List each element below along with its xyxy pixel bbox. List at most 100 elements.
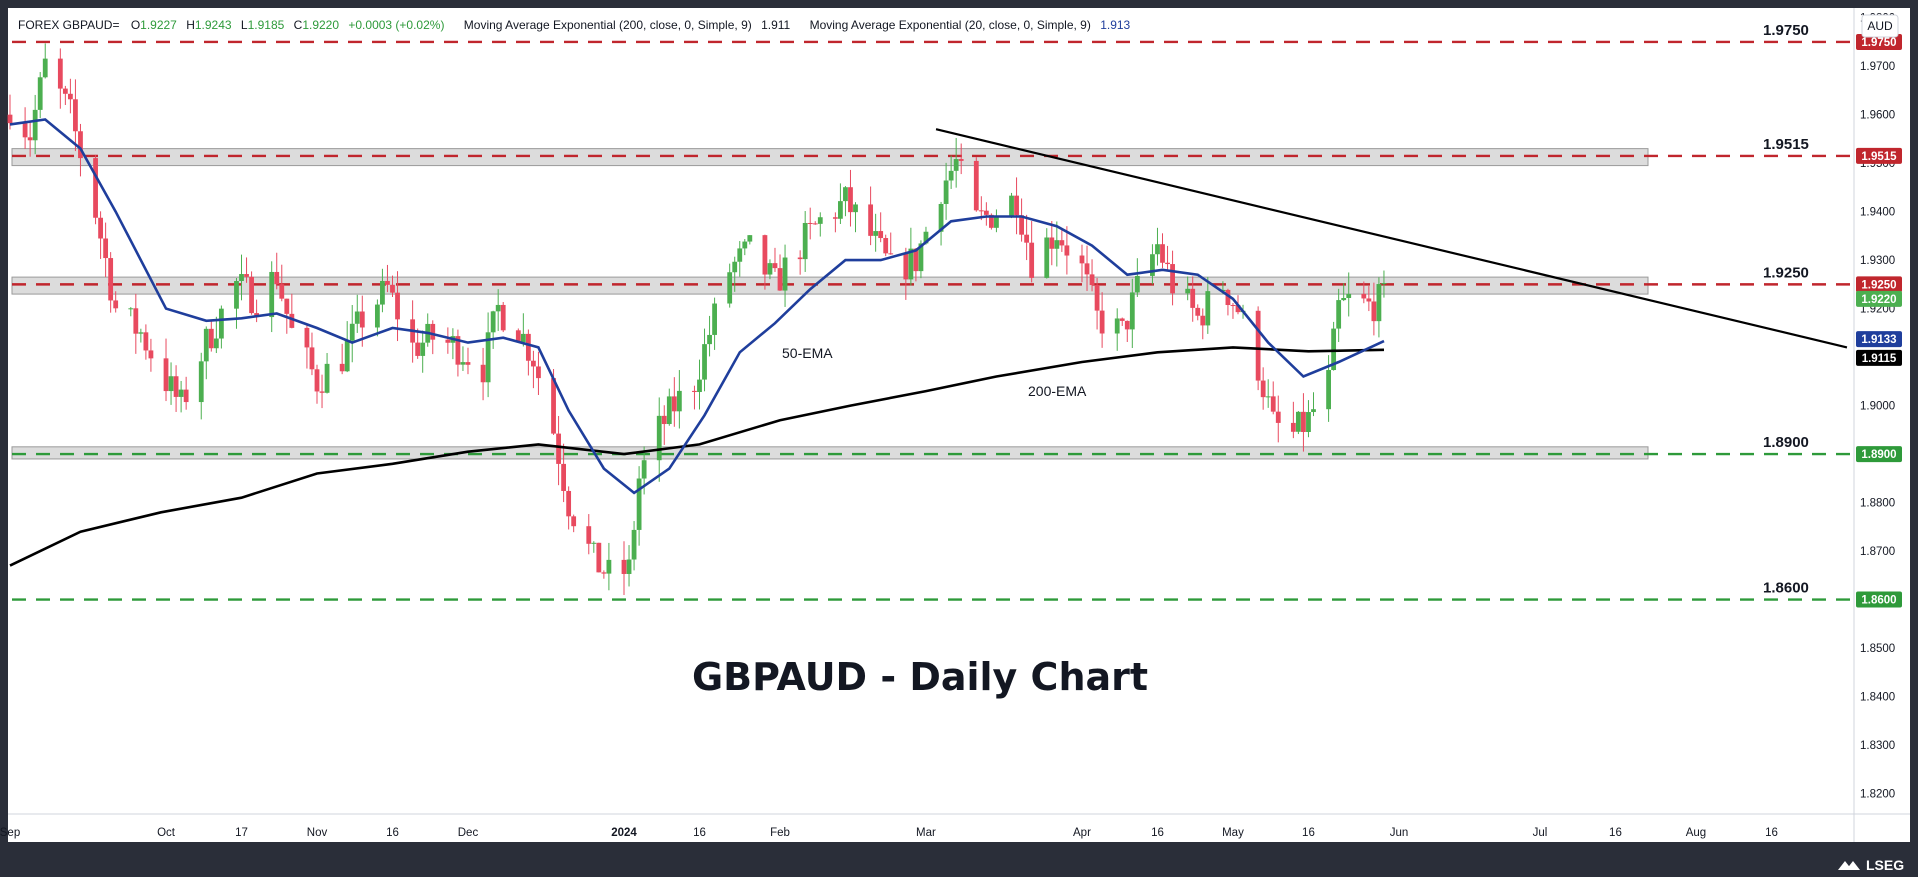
candle-body-95	[676, 390, 682, 412]
candle-body-85	[606, 559, 612, 574]
legend-row[interactable]: FOREX GBPAUD= O1.9227 H1.9243 L1.9185 C1…	[18, 18, 1131, 32]
candle-body-36	[269, 271, 275, 318]
candle-body-54	[390, 284, 395, 293]
candle-body-98	[702, 344, 707, 380]
candle-body-113	[807, 222, 813, 224]
candle-body-57	[415, 342, 421, 356]
candle-body-106	[762, 235, 768, 275]
candle-body-16	[128, 308, 134, 310]
candle-body-81	[586, 526, 592, 544]
candle-body-154	[1094, 285, 1100, 311]
x-tick-May-12: May	[1222, 827, 1244, 839]
candle-body-187	[1331, 328, 1337, 371]
candle-body-94	[671, 396, 677, 412]
candle-body-75	[536, 366, 541, 379]
candle-body-151	[1079, 255, 1085, 264]
candle-body-155	[1099, 310, 1105, 334]
candle-body-38	[279, 284, 285, 299]
candle-body-67	[485, 332, 491, 383]
candle-body-192	[1366, 298, 1372, 302]
candle-body-189	[1341, 298, 1347, 301]
candle-body-37	[274, 271, 280, 285]
price-badge-bg-1	[1856, 331, 1902, 348]
candle-body-84	[601, 572, 607, 574]
price-badges-layer: 1.9750 1.9515 1.9250 1.8900 1.8600 1.9220 1.91…	[1856, 33, 1902, 608]
candle-body-51	[374, 304, 380, 328]
candle-body-143	[1019, 215, 1024, 235]
x-tick-2024-6: 2024	[611, 827, 637, 839]
high-label: H	[186, 18, 195, 32]
candle-body-33	[244, 274, 249, 277]
candle-body-138	[983, 210, 989, 215]
candle-body-89	[636, 478, 642, 530]
candle-body-80	[571, 516, 577, 527]
candle-body-10	[78, 131, 83, 159]
candle-body-162	[1155, 244, 1160, 255]
candle-body-60	[430, 323, 436, 340]
candle-body-24	[178, 389, 184, 397]
x-tick-Nov-3: Nov	[307, 827, 328, 839]
x-tick-Feb-8: Feb	[770, 827, 790, 839]
candle-body-109	[777, 268, 783, 291]
candle-body-153	[1089, 274, 1095, 286]
candle-body-183	[1301, 411, 1306, 432]
time-axis[interactable]: Sep Oct 17 Nov 16 Dec 2024 16 Feb Mar Apr 16 May 16 Ju…	[0, 827, 1778, 839]
candle-body-30	[218, 308, 224, 339]
candle-body-167	[1190, 288, 1196, 308]
candle-body-91	[656, 415, 662, 461]
currency-button[interactable]	[1861, 14, 1899, 38]
candle-body-31	[234, 281, 239, 309]
candle-body-161	[1150, 254, 1155, 276]
candle-body-18	[138, 332, 144, 334]
candle-body-108	[772, 263, 778, 269]
y-tick-1.9000: 1.9000	[1860, 401, 1895, 413]
candle-body-53	[385, 280, 390, 285]
candle-body-110	[782, 257, 788, 291]
level-label-1.9515: 1.9515	[1763, 136, 1809, 153]
candle-body-101	[727, 272, 733, 304]
ema200-legend: Moving Average Exponential (200, close, …	[464, 18, 752, 32]
sr-zone-1	[11, 276, 1649, 295]
candle-body-144	[1024, 234, 1030, 243]
candle-body-165	[1170, 264, 1175, 294]
trendline-layer	[935, 128, 1848, 349]
candle-body-111	[797, 257, 803, 260]
x-tick-Sep-0: Sep	[0, 827, 20, 839]
candle-body-20	[148, 350, 154, 359]
x-tick-17-2: 17	[235, 827, 248, 839]
candle-body-21	[163, 358, 169, 392]
candle-body-152	[1084, 263, 1090, 275]
plot-background	[8, 8, 1910, 842]
candle-body-11	[93, 158, 98, 218]
x-tick-16-18: 16	[1765, 827, 1778, 839]
badge-bg-1.9250	[1856, 276, 1902, 293]
candle-body-70	[500, 304, 506, 331]
candles-layer	[7, 43, 1387, 595]
candle-body-126	[903, 253, 909, 280]
badge-text-1.9250: 1.9250	[1861, 279, 1896, 291]
candle-body-41	[304, 327, 310, 348]
candle-body-3	[32, 109, 38, 141]
currency-label: AUD	[1867, 19, 1893, 33]
candle-body-158	[1124, 320, 1130, 330]
candle-body-135	[958, 159, 964, 161]
x-tick-16-13: 16	[1302, 827, 1315, 839]
candle-body-1	[22, 123, 28, 138]
candle-body-76	[551, 378, 556, 434]
level-label-1.8900: 1.8900	[1763, 434, 1809, 451]
candle-body-122	[873, 231, 879, 236]
y-tick-1.9400: 1.9400	[1860, 207, 1895, 219]
open-label: O	[131, 18, 140, 32]
candle-body-120	[853, 204, 858, 213]
candle-body-172	[1225, 289, 1231, 306]
x-tick-Apr-10: Apr	[1073, 827, 1091, 839]
candle-body-90	[641, 460, 647, 479]
candle-body-166	[1185, 288, 1191, 294]
candle-body-112	[802, 222, 808, 260]
close-value: 1.9220	[302, 18, 339, 32]
candle-body-147	[1049, 237, 1055, 249]
candle-body-28	[208, 328, 214, 349]
y-tick-1.8500: 1.8500	[1860, 643, 1895, 655]
candle-body-148	[1054, 240, 1060, 249]
